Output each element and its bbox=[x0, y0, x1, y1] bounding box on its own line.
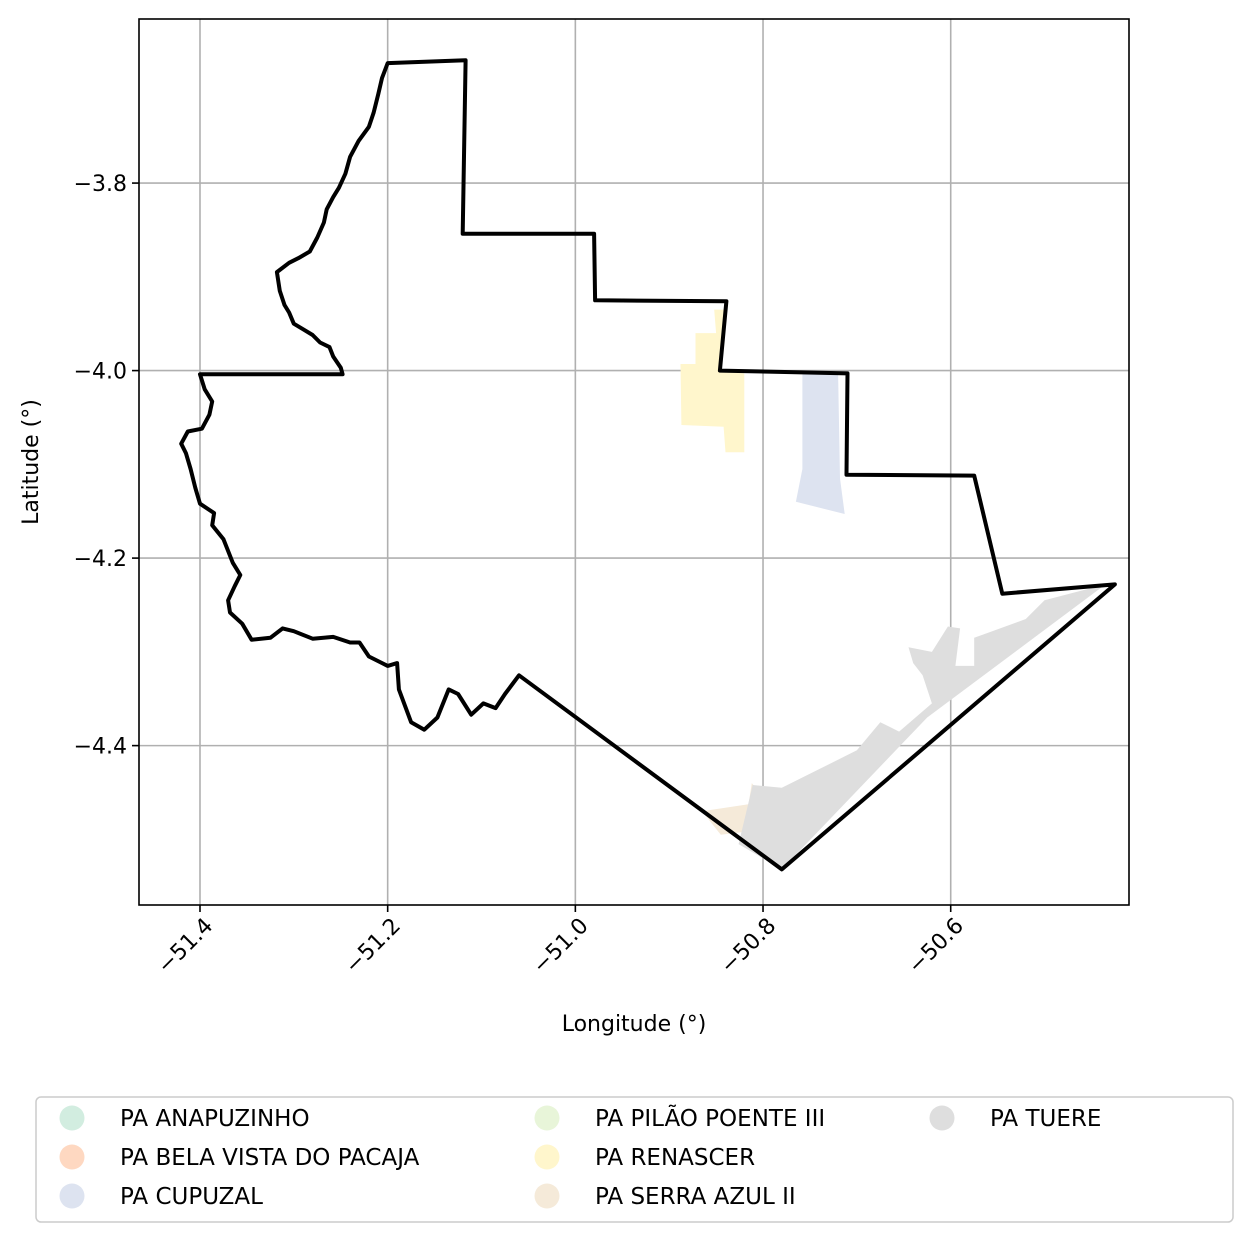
region-pa-cupuzal bbox=[795, 373, 845, 514]
x-tick-label: −51.2 bbox=[341, 914, 406, 979]
legend-box bbox=[35, 1096, 1234, 1223]
legend-marker bbox=[534, 1183, 560, 1209]
legend-marker bbox=[59, 1144, 85, 1170]
y-tick-label: −4.0 bbox=[74, 360, 127, 385]
legend-marker bbox=[59, 1105, 85, 1131]
y-tick-label: −4.2 bbox=[74, 547, 127, 572]
legend-label: PA PILÃO POENTE III bbox=[595, 1104, 825, 1132]
x-axis-label: Longitude (°) bbox=[562, 1012, 707, 1037]
region-pa-renascer bbox=[680, 309, 745, 453]
legend-label: PA RENASCER bbox=[595, 1145, 755, 1171]
legend-marker bbox=[534, 1105, 560, 1131]
x-axis-ticks: −51.4 −51.2 −51.0 −50.8 −50.6 bbox=[153, 905, 969, 979]
y-tick-label: −3.8 bbox=[74, 172, 127, 197]
legend-marker bbox=[59, 1183, 85, 1209]
x-tick-label: −51.4 bbox=[153, 914, 218, 979]
legend-label: PA TUERE bbox=[990, 1106, 1101, 1132]
x-tick-label: −50.8 bbox=[716, 914, 781, 979]
legend-label: PA ANAPUZINHO bbox=[120, 1106, 310, 1132]
x-tick-label: −51.0 bbox=[528, 914, 593, 979]
legend-label: PA BELA VISTA DO PACAJA bbox=[120, 1145, 420, 1171]
legend-label: PA SERRA AZUL II bbox=[595, 1184, 796, 1210]
legend-marker bbox=[534, 1144, 560, 1170]
y-axis-ticks: −3.8 −4.0 −4.2 −4.4 bbox=[74, 172, 139, 760]
legend-items: PA ANAPUZINHO PA BELA VISTA DO PACAJA PA C… bbox=[59, 1104, 1101, 1210]
legend-marker bbox=[929, 1105, 955, 1131]
y-axis-label: Latitude (°) bbox=[19, 399, 44, 525]
region-pa-tuere bbox=[738, 584, 1106, 870]
legend-label: PA CUPUZAL bbox=[120, 1184, 263, 1210]
legend: PA ANAPUZINHO PA BELA VISTA DO PACAJA PA C… bbox=[35, 1096, 1234, 1223]
municipality-boundary bbox=[179, 58, 1117, 872]
boundary-outline bbox=[179, 58, 1117, 872]
grid-lines bbox=[139, 19, 1129, 905]
y-tick-label: −4.4 bbox=[74, 735, 127, 760]
x-tick-label: −50.6 bbox=[904, 914, 969, 979]
plot-frame bbox=[138, 18, 1130, 906]
